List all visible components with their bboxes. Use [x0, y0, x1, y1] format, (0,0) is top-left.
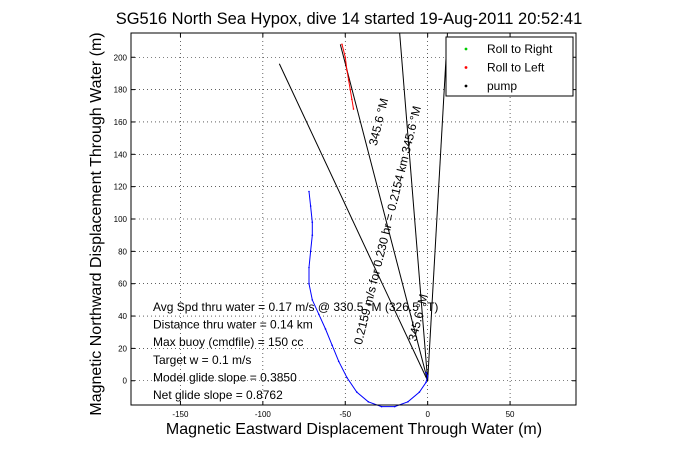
chart-title: SG516 North Sea Hypox, dive 14 started 1…	[116, 10, 583, 28]
x-tick-label: -50	[339, 410, 351, 419]
track-point	[331, 344, 333, 346]
legend-marker	[464, 66, 468, 69]
heading-line	[339, 44, 429, 381]
track-point	[337, 360, 340, 363]
stat-line: Target w = 0.1 m/s	[153, 353, 251, 367]
track-point	[351, 98, 353, 101]
track-point	[318, 313, 320, 316]
track-point	[341, 43, 343, 46]
track-point	[425, 371, 427, 374]
reference-lines	[278, 32, 448, 381]
y-tick-label: 120	[114, 183, 128, 192]
track-point	[347, 79, 350, 81]
legend-marker	[464, 84, 468, 88]
track-point	[308, 190, 310, 193]
track-point	[407, 400, 409, 403]
y-tick-label: 100	[114, 215, 128, 224]
track-point	[311, 234, 314, 236]
track-point	[346, 376, 348, 379]
x-tick-label: 50	[506, 410, 515, 419]
track-point	[308, 266, 310, 269]
y-axis-label: Magnetic Northward Displacement Through …	[88, 32, 105, 415]
stats-block: Avg Spd thru water = 0.17 m/s @ 330.5 °M…	[153, 300, 438, 402]
y-tick-label: 200	[114, 53, 128, 62]
track-point	[418, 391, 421, 393]
track-point	[380, 405, 383, 408]
track-point	[311, 221, 314, 224]
heading-line	[399, 32, 429, 381]
stat-line: Max buoy (cmdfile) = 150 cc	[153, 335, 303, 349]
y-tick-label: 0	[123, 377, 128, 386]
track-point	[355, 391, 358, 393]
track-point	[346, 69, 348, 71]
track-point	[324, 328, 327, 330]
y-tick-label: 60	[118, 280, 127, 289]
stat-line: Distance thru water = 0.14 km	[153, 318, 313, 332]
track-point	[344, 56, 347, 59]
heading-line	[427, 32, 448, 381]
y-tick-label: 160	[114, 118, 128, 127]
stat-line: Net glide slope = 0.8762	[153, 388, 283, 402]
y-tick-label: 180	[114, 86, 128, 95]
legend: Roll to Right Roll to Left pump	[445, 36, 574, 97]
track-point	[309, 250, 312, 253]
track-point	[425, 381, 427, 384]
y-tick-label: 80	[118, 247, 127, 256]
legend-label: pump	[487, 79, 517, 93]
track-line	[308, 191, 429, 408]
track-point	[426, 375, 429, 377]
y-tick-label: 40	[118, 312, 127, 321]
x-axis-label: Magnetic Eastward Displacement Through W…	[166, 421, 542, 438]
track-point	[393, 405, 396, 408]
legend-label: Roll to Left	[487, 61, 545, 75]
track-point	[308, 282, 310, 285]
track-point	[309, 205, 312, 207]
y-tick-label: 140	[114, 150, 128, 159]
x-tick-label: 0	[425, 410, 430, 419]
x-tick-label: -100	[255, 410, 272, 419]
stat-line: Avg Spd thru water = 0.17 m/s @ 330.5 °M…	[153, 300, 438, 314]
axis-ticks: -150 -100 -50 0 50 0 20 40 60 80 100 120 140 160 180 20…	[114, 33, 576, 419]
track-point	[367, 400, 370, 403]
track-point	[349, 88, 352, 91]
x-tick-label: -150	[172, 410, 189, 419]
track-point	[311, 299, 314, 301]
legend-marker	[464, 47, 468, 51]
legend-label: Roll to Right	[487, 42, 553, 56]
heading-line	[278, 63, 429, 381]
track-point	[352, 108, 355, 110]
y-tick-label: 20	[118, 344, 127, 353]
stat-line: Model glide slope = 0.3850	[153, 370, 297, 384]
plot-frame	[130, 32, 577, 406]
data-series	[308, 43, 429, 408]
